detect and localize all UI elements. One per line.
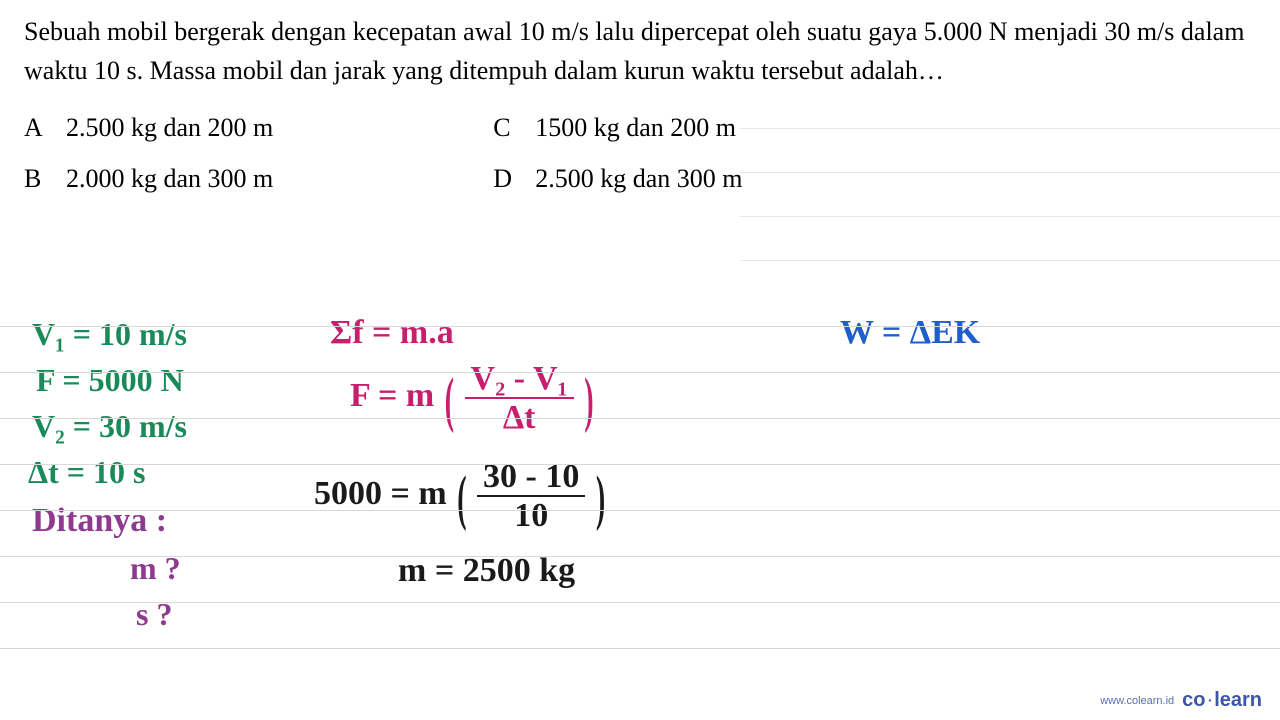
- option-text-c: 1500 kg dan 200 m: [535, 108, 736, 147]
- option-a: A 2.500 kg dan 200 m: [24, 108, 273, 147]
- footer-url: www.colearn.id: [1100, 695, 1174, 707]
- footer-logo: co·learn: [1182, 689, 1262, 712]
- option-c: C 1500 kg dan 200 m: [493, 108, 742, 147]
- eq-energy: W = ΔEK: [840, 314, 980, 352]
- faint-line: [740, 260, 1280, 261]
- ruled-line: [0, 648, 1280, 649]
- frac-numeric: 30 - 10 10: [477, 458, 585, 535]
- question-text: Sebuah mobil bergerak dengan kecepatan a…: [24, 12, 1256, 90]
- paren-close-1: ): [584, 368, 593, 438]
- option-letter-a: A: [24, 108, 48, 147]
- ruled-line: [0, 418, 1280, 419]
- eq-5000: 5000 = m: [314, 475, 447, 512]
- eq-f-prefix: F = m: [350, 377, 434, 414]
- ruled-line: [0, 602, 1280, 603]
- option-text-b: 2.000 kg dan 300 m: [66, 159, 273, 198]
- option-letter-c: C: [493, 108, 517, 147]
- option-b: B 2.000 kg dan 300 m: [24, 159, 273, 198]
- asked-label: Ditanya :: [32, 502, 167, 540]
- paren-open-1: (: [445, 368, 454, 438]
- given-dt: Δt = 10 s: [28, 454, 145, 491]
- logo-pre: co: [1182, 689, 1205, 711]
- work-area: V₁ = 10 m/s F = 5000 N V₂ = 30 m/s Δt = …: [0, 300, 1280, 720]
- frac-vdiff-num: V₂ - V₁: [465, 360, 574, 399]
- options-left-col: A 2.500 kg dan 200 m B 2.000 kg dan 300 …: [24, 108, 273, 198]
- options-right-col: C 1500 kg dan 200 m D 2.500 kg dan 300 m: [493, 108, 742, 198]
- frac-den2: 10: [508, 497, 554, 534]
- ruled-line: [0, 464, 1280, 465]
- ruled-line: [0, 326, 1280, 327]
- option-text-d: 2.500 kg dan 300 m: [535, 159, 742, 198]
- ruled-line: [0, 556, 1280, 557]
- logo-post: learn: [1214, 689, 1262, 711]
- logo-dot: ·: [1207, 689, 1214, 711]
- options-grid: A 2.500 kg dan 200 m B 2.000 kg dan 300 …: [24, 108, 1256, 198]
- option-letter-d: D: [493, 159, 517, 198]
- eq-numeric: 5000 = m ( 30 - 10 10 ): [314, 458, 607, 535]
- footer: www.colearn.id co·learn: [1100, 689, 1262, 712]
- ruled-line: [0, 510, 1280, 511]
- given-v2: V₂ = 30 m/s: [32, 408, 187, 445]
- faint-line: [740, 172, 1280, 173]
- given-f: F = 5000 N: [36, 362, 184, 399]
- eq-result: m = 2500 kg: [398, 552, 575, 590]
- given-v1: V₁ = 10 m/s: [32, 316, 187, 353]
- ruled-line: [0, 372, 1280, 373]
- faint-line: [740, 216, 1280, 217]
- option-d: D 2.500 kg dan 300 m: [493, 159, 742, 198]
- option-letter-b: B: [24, 159, 48, 198]
- paren-close-2: ): [596, 466, 605, 536]
- faint-line: [740, 128, 1280, 129]
- eq-sigma-f: Σf = m.a: [330, 314, 454, 352]
- paren-open-2: (: [457, 466, 466, 536]
- question-area: Sebuah mobil bergerak dengan kecepatan a…: [0, 0, 1280, 198]
- option-text-a: 2.500 kg dan 200 m: [66, 108, 273, 147]
